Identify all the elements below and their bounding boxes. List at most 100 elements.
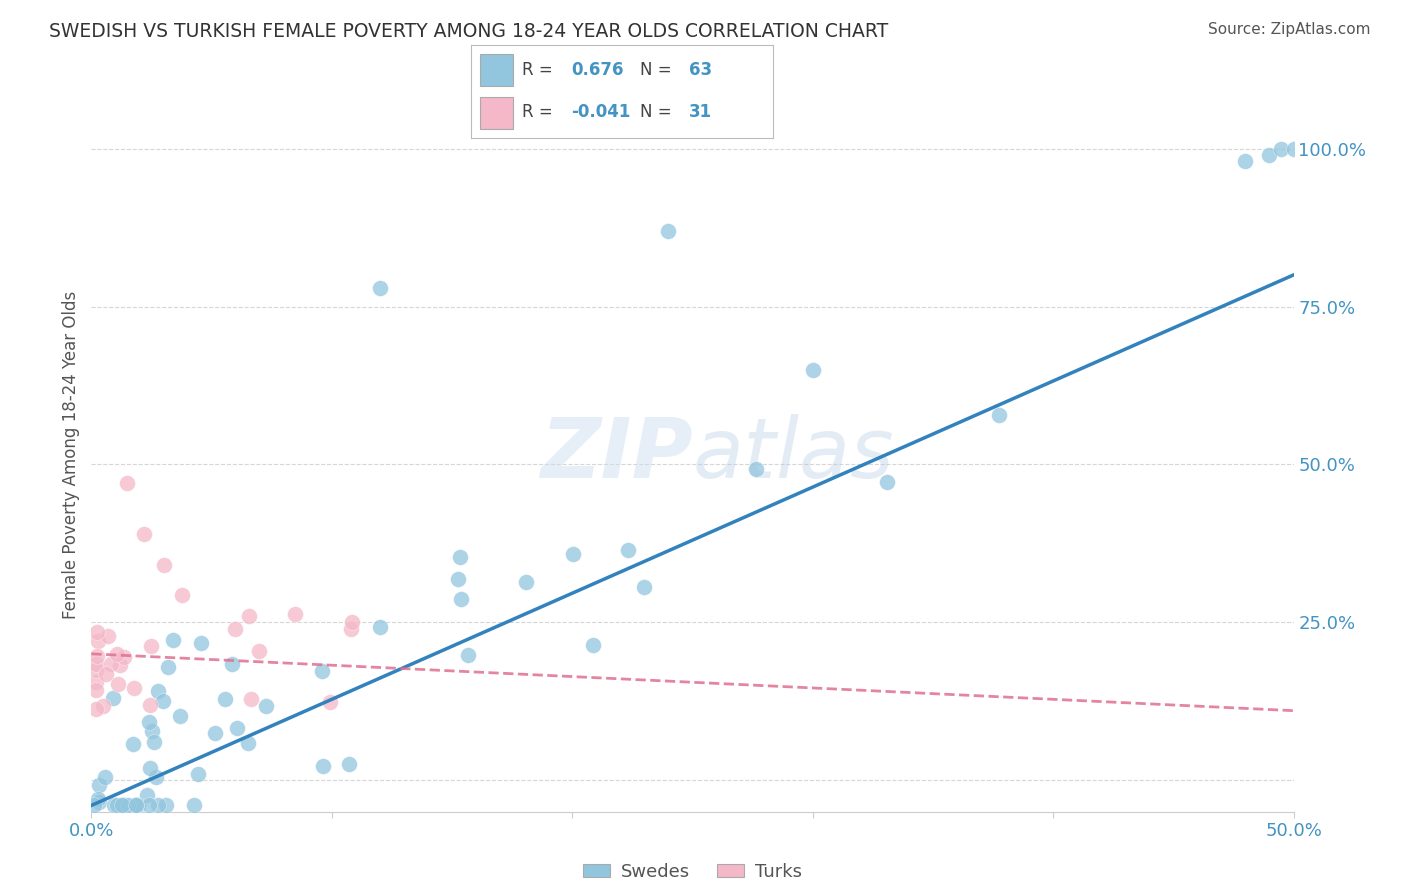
Point: [515, 574, 537, 589]
Point: [254, 698, 277, 713]
Point: [145, 770, 167, 784]
Text: SWEDISH VS TURKISH FEMALE POVERTY AMONG 18-24 YEAR OLDS CORRELATION CHART: SWEDISH VS TURKISH FEMALE POVERTY AMONG …: [49, 22, 889, 41]
Point: [224, 622, 246, 636]
Point: [84, 663, 107, 677]
Point: [127, 798, 149, 813]
Point: [152, 558, 174, 573]
Point: [139, 639, 162, 653]
Point: [86, 625, 108, 640]
Y-axis label: Female Poverty Among 18-24 Year Olds: Female Poverty Among 18-24 Year Olds: [62, 291, 80, 619]
Point: [582, 639, 605, 653]
Point: [83, 798, 105, 813]
Text: atlas: atlas: [692, 415, 894, 495]
Point: [337, 757, 360, 772]
Point: [108, 657, 131, 672]
Point: [94, 666, 117, 681]
Point: [84, 674, 107, 689]
Point: [447, 573, 470, 587]
Point: [152, 693, 174, 707]
Point: [1234, 154, 1257, 169]
Point: [125, 798, 148, 813]
Point: [103, 798, 125, 813]
Point: [139, 698, 162, 713]
Point: [138, 715, 160, 730]
Text: R =: R =: [523, 103, 558, 121]
Point: [94, 770, 117, 784]
Point: [633, 581, 655, 595]
Point: [134, 526, 156, 541]
Text: N =: N =: [640, 61, 678, 78]
Point: [100, 657, 122, 672]
Point: [87, 792, 110, 806]
Point: [204, 726, 226, 740]
Text: 63: 63: [689, 61, 711, 78]
Point: [876, 475, 898, 490]
Point: [226, 721, 249, 735]
Point: [105, 647, 128, 661]
Point: [138, 797, 160, 812]
Legend: Swedes, Turks: Swedes, Turks: [575, 856, 810, 888]
Point: [87, 795, 110, 809]
Point: [112, 650, 135, 665]
Point: [457, 648, 479, 663]
Point: [340, 622, 363, 636]
Point: [117, 798, 139, 813]
Point: [91, 698, 114, 713]
Point: [1282, 142, 1305, 156]
Point: [284, 607, 307, 621]
Point: [450, 591, 472, 606]
Point: [86, 649, 108, 664]
Point: [156, 660, 179, 674]
Point: [745, 462, 768, 476]
Point: [801, 362, 824, 376]
Point: [236, 736, 259, 750]
Text: 0.676: 0.676: [571, 61, 623, 78]
Point: [103, 691, 125, 706]
FancyBboxPatch shape: [479, 54, 513, 86]
Point: [214, 692, 236, 706]
Point: [368, 280, 391, 294]
Point: [616, 543, 638, 558]
Point: [135, 789, 157, 803]
Point: [187, 767, 209, 781]
Point: [247, 643, 270, 657]
Point: [238, 609, 260, 624]
Point: [87, 634, 110, 648]
Point: [190, 636, 212, 650]
Point: [155, 798, 177, 813]
Text: -0.041: -0.041: [571, 103, 630, 121]
Point: [1270, 142, 1292, 156]
Point: [311, 664, 333, 678]
Point: [221, 657, 243, 672]
Point: [84, 657, 107, 672]
Text: N =: N =: [640, 103, 678, 121]
Point: [141, 724, 163, 739]
Point: [111, 798, 134, 813]
Point: [240, 692, 263, 706]
Point: [1258, 148, 1281, 162]
Point: [87, 778, 110, 792]
Point: [562, 547, 585, 561]
Point: [311, 759, 333, 773]
Text: ZIP: ZIP: [540, 415, 692, 495]
Point: [110, 798, 132, 813]
Point: [105, 798, 128, 813]
Point: [319, 695, 342, 709]
Point: [162, 633, 184, 648]
Point: [170, 588, 193, 602]
Point: [987, 408, 1010, 422]
Point: [107, 676, 129, 690]
Point: [84, 682, 107, 697]
Point: [117, 476, 139, 491]
Point: [657, 224, 679, 238]
Point: [112, 798, 135, 813]
Point: [449, 549, 471, 564]
Point: [84, 702, 107, 716]
Point: [148, 684, 170, 698]
Point: [342, 615, 364, 629]
Point: [124, 681, 146, 695]
Point: [125, 798, 148, 813]
Point: [139, 761, 162, 775]
Point: [142, 735, 165, 749]
Point: [169, 708, 191, 723]
